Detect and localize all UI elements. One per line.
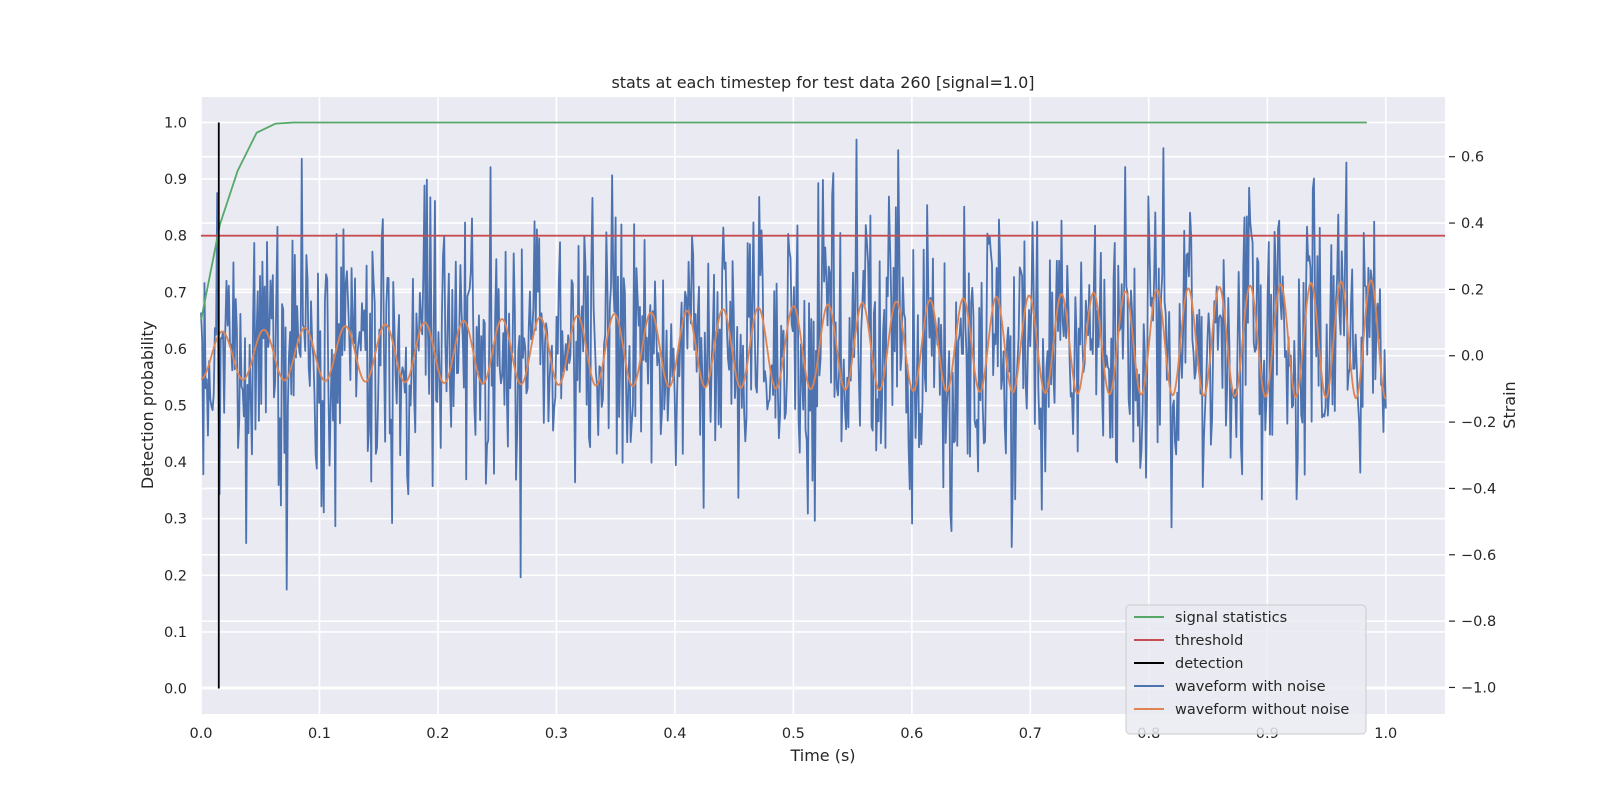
x-tick-label: 0.0 [189,726,212,742]
x-tick-label: 0.5 [782,726,805,742]
y-tick-label-left: 0.2 [164,568,187,584]
x-tick-label: 1.0 [1374,726,1397,742]
x-tick-label: 0.2 [426,726,449,742]
y-tick-label-right: 0.2 [1461,282,1484,298]
y-tick-label-right: −0.2 [1461,415,1496,431]
x-tick-label: 0.3 [545,726,568,742]
x-tick-label: 0.1 [308,726,331,742]
y-tick-label-left: 0.3 [164,512,187,528]
series-signal-statistics [200,121,1367,321]
y-tick-label-left: 0.8 [164,229,187,245]
y-tick-label-left: 0.0 [164,682,187,698]
y-tick-label-left: 0.6 [164,342,187,358]
chart-title: stats at each timestep for test data 260… [611,73,1034,92]
left-y-axis-ticks: 0.0 0.1 0.2 0.3 0.4 0.5 0.6 0.7 0.8 0.9 1.0 [164,115,187,697]
y-tick-label-left: 0.7 [164,285,187,301]
legend-label: detection [1175,656,1243,672]
legend-label: threshold [1175,633,1243,649]
series-layer [200,121,1445,689]
right-y-axis-ticks: −1.0 −0.8 −0.6 −0.4 −0.2 0.0 0.2 0.4 0.6 [1449,150,1496,696]
y-tick-label-left: 0.5 [164,399,187,415]
y-tick-label-left: 0.4 [164,455,187,471]
x-tick-label: 0.6 [900,726,923,742]
right-y-axis-label: Strain [1500,381,1519,428]
x-axis-ticks: 0.00.10.20.30.40.50.60.70.80.91.0 [189,726,1397,742]
y-tick-label-right: −0.4 [1461,481,1496,497]
y-tick-label-right: 0.4 [1461,216,1484,232]
legend-label: waveform with noise [1175,679,1326,695]
series-waveform-without-noise [200,279,1387,400]
left-y-axis-label: Detection probability [138,321,157,489]
y-tick-label-left: 0.9 [164,172,187,188]
y-tick-label-right: −0.6 [1461,548,1496,564]
y-tick-label-right: 0.6 [1461,150,1484,166]
x-tick-label: 0.7 [1019,726,1042,742]
y-tick-label-right: 0.0 [1461,349,1484,365]
y-tick-label-right: −1.0 [1461,680,1496,696]
series-waveform-with-noise [200,138,1387,591]
y-tick-label-left: 1.0 [164,115,187,131]
legend: signal statistics threshold detection wavef… [1125,604,1367,735]
y-tick-label-right: −0.8 [1461,614,1496,630]
y-tick-label-left: 0.1 [164,625,187,641]
legend-label: signal statistics [1175,610,1287,626]
legend-label: waveform without noise [1175,702,1349,718]
x-axis-label: Time (s) [789,746,855,765]
legend-box [1125,604,1367,735]
x-tick-label: 0.4 [663,726,686,742]
